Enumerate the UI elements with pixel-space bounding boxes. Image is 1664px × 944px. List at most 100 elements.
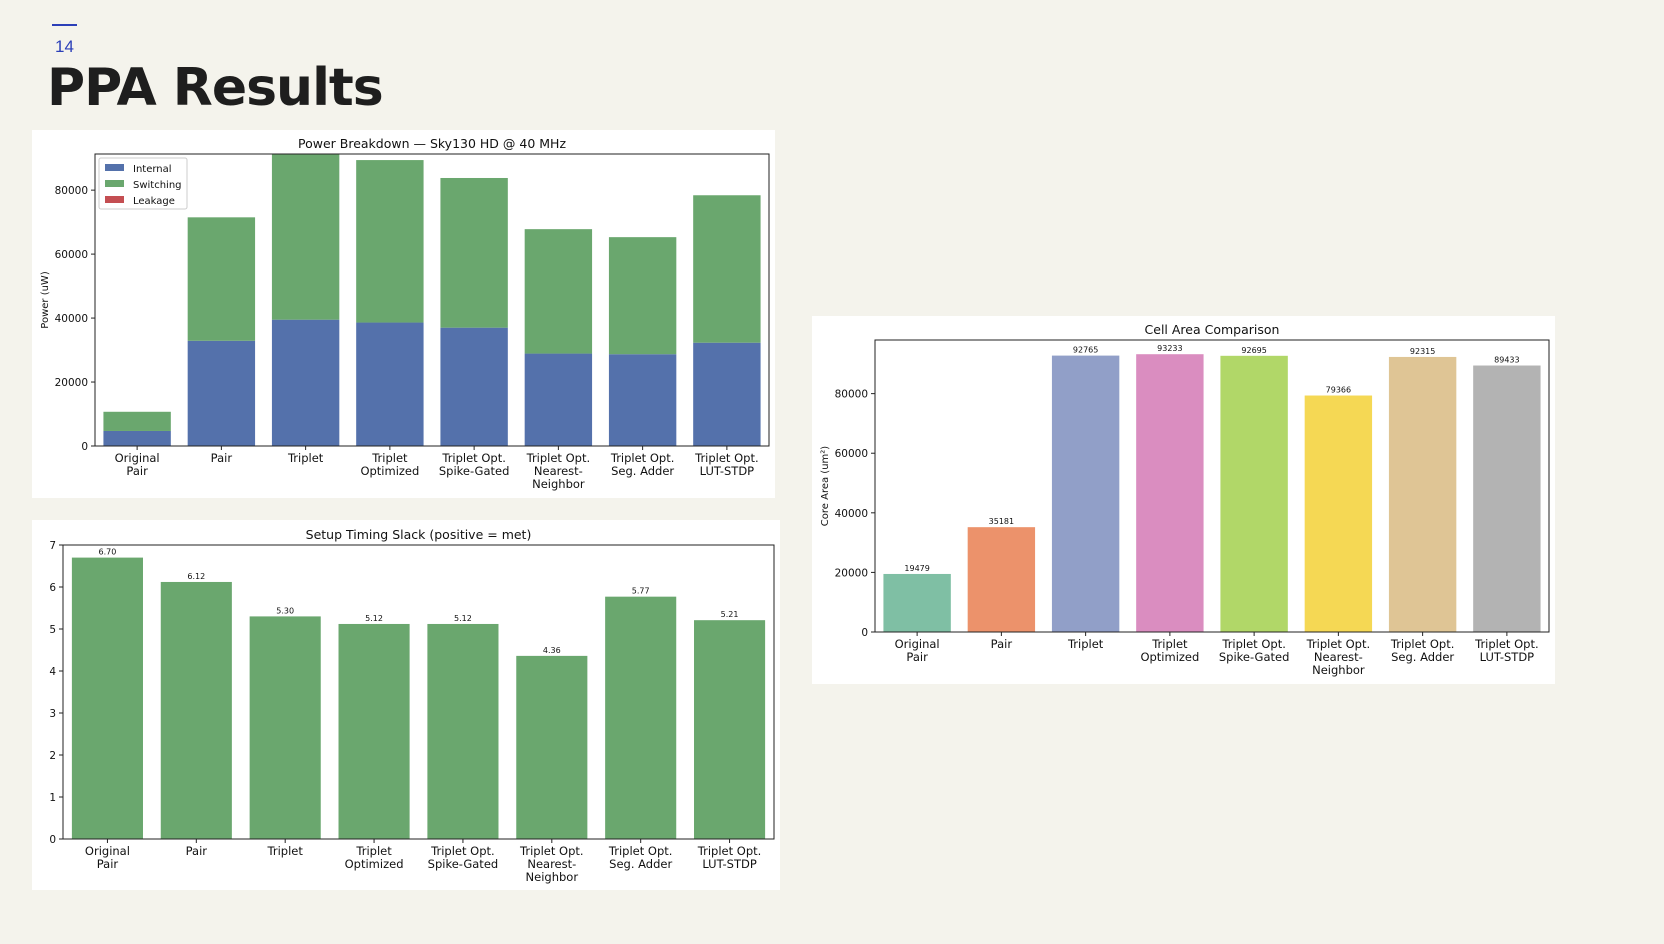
y-tick-label: 6 bbox=[49, 582, 56, 594]
y-tick-label: 0 bbox=[49, 834, 56, 846]
y-tick-label: 20000 bbox=[55, 377, 88, 389]
slide-number: 14 bbox=[55, 37, 74, 56]
chart-title: Power Breakdown — Sky130 HD @ 40 MHz bbox=[298, 136, 566, 151]
x-tick-label: Pair bbox=[186, 844, 208, 858]
data-label: 35181 bbox=[989, 517, 1014, 526]
bar bbox=[1388, 356, 1457, 632]
x-tick-label-line: Pair bbox=[186, 844, 208, 858]
legend-swatch bbox=[105, 196, 124, 203]
y-tick-label: 40000 bbox=[55, 313, 88, 325]
bars bbox=[103, 154, 761, 446]
x-tick-label-line: Spike-Gated bbox=[1219, 650, 1290, 664]
data-label: 5.77 bbox=[632, 587, 650, 596]
y-tick-label: 3 bbox=[49, 708, 56, 720]
x-tick-label-line: Neighbor bbox=[526, 870, 579, 884]
x-tick-label-line: Nearest- bbox=[534, 464, 583, 478]
x-tick-label-line: Triplet Opt. bbox=[1474, 637, 1539, 651]
data-label: 92765 bbox=[1073, 346, 1098, 355]
bar bbox=[338, 623, 410, 839]
bar bbox=[71, 557, 143, 839]
x-tick-label-line: Triplet Opt. bbox=[526, 451, 591, 465]
x-tick-label-line: Spike-Gated bbox=[439, 464, 510, 478]
x-tick-label-line: Triplet bbox=[1151, 637, 1188, 651]
bar-switching bbox=[103, 411, 171, 431]
chart-title: Setup Timing Slack (positive = met) bbox=[306, 527, 532, 542]
x-tick-label-line: LUT-STDP bbox=[1480, 650, 1535, 664]
x-tick-label: Original Pair bbox=[115, 451, 160, 478]
x-tick-label-line: Triplet Opt. bbox=[430, 844, 495, 858]
y-axis-label: Power (uW) bbox=[40, 271, 51, 329]
bar-internal bbox=[271, 319, 340, 446]
x-tick-label-line: Triplet Opt. bbox=[1306, 637, 1371, 651]
data-label: 89433 bbox=[1494, 356, 1519, 365]
x-tick-label-line: Triplet Opt. bbox=[1390, 637, 1455, 651]
chart-title: Cell Area Comparison bbox=[1145, 322, 1280, 337]
x-tick-label: Triplet Opt. Spike-Gated bbox=[1219, 637, 1290, 664]
y-tick-label: 0 bbox=[861, 627, 868, 639]
x-tick-label-line: Pair bbox=[991, 637, 1013, 651]
power-breakdown-chart: Power Breakdown — Sky130 HD @ 40 MHz Powe… bbox=[40, 136, 770, 491]
bar bbox=[694, 620, 766, 839]
bar-switching bbox=[693, 195, 761, 343]
x-tick-label: Triplet Opt. LUT-STDP bbox=[697, 844, 762, 871]
x-tick-label: Original Pair bbox=[895, 637, 940, 664]
y-tick-label: 20000 bbox=[835, 567, 868, 579]
x-tick-label: Triplet Optimized bbox=[360, 451, 419, 478]
x-tick-label-line: Neighbor bbox=[1312, 663, 1365, 677]
x-tick-label: Triplet bbox=[267, 844, 304, 858]
x-tick-label-line: Original bbox=[115, 451, 160, 465]
bar bbox=[249, 616, 321, 839]
bars bbox=[883, 354, 1541, 632]
x-tick-label-line: Seg. Adder bbox=[611, 464, 674, 478]
x-tick-label: Triplet Opt. LUT-STDP bbox=[1474, 637, 1539, 664]
x-tick-label-line: Triplet Opt. bbox=[441, 451, 506, 465]
legend-label: Leakage bbox=[133, 196, 175, 207]
bar-internal bbox=[524, 353, 593, 446]
x-tick-label: Triplet Opt. LUT-STDP bbox=[694, 451, 759, 478]
page-title: PPA Results bbox=[47, 58, 384, 118]
x-tick-label-line: LUT-STDP bbox=[702, 857, 757, 871]
x-tick-label: Triplet bbox=[287, 451, 324, 465]
legend: Internal Switching Leakage bbox=[98, 157, 188, 210]
x-tick-label: Triplet Opt. Seg. Adder bbox=[1390, 637, 1455, 664]
data-label: 19479 bbox=[904, 564, 929, 573]
bar bbox=[1136, 354, 1204, 632]
x-tick-label-line: Triplet bbox=[267, 844, 304, 858]
bar-internal bbox=[693, 342, 761, 446]
legend-swatch bbox=[105, 180, 124, 187]
bar bbox=[1051, 355, 1120, 632]
x-tick-label: Triplet Optimized bbox=[1140, 637, 1199, 664]
y-tick-label: 80000 bbox=[55, 185, 88, 197]
data-label: 5.30 bbox=[276, 606, 294, 615]
x-tick-label: Triplet Opt. Nearest-Neighbor bbox=[526, 451, 591, 491]
x-tick-label: Triplet Opt. Spike-Gated bbox=[439, 451, 510, 478]
bar bbox=[605, 596, 677, 839]
power-chart-panel: Power Breakdown — Sky130 HD @ 40 MHz Powe… bbox=[32, 130, 775, 498]
bar-switching bbox=[524, 229, 593, 354]
y-tick-label: 4 bbox=[49, 666, 56, 678]
x-tick-label: Triplet Opt. Nearest-Neighbor bbox=[519, 844, 584, 884]
bar-switching bbox=[608, 237, 677, 355]
x-tick-label-line: Nearest- bbox=[1314, 650, 1363, 664]
x-tick-label: Triplet Optimized bbox=[345, 844, 404, 871]
x-tick-label-line: Triplet Opt. bbox=[694, 451, 759, 465]
x-tick-label-line: LUT-STDP bbox=[700, 464, 755, 478]
bar bbox=[1473, 365, 1541, 632]
y-axis-label: Core Area (um²) bbox=[820, 446, 831, 527]
x-tick-label: Pair bbox=[211, 451, 233, 465]
data-label: 92315 bbox=[1410, 347, 1435, 356]
bar bbox=[967, 527, 1036, 632]
y-tick-label: 80000 bbox=[835, 389, 868, 401]
bar bbox=[1304, 395, 1373, 632]
bar bbox=[1220, 355, 1288, 632]
x-tick-label: Original Pair bbox=[85, 844, 130, 871]
x-tick-label-line: Optimized bbox=[345, 857, 404, 871]
axes-frame bbox=[94, 153, 770, 447]
x-tick-label: Triplet Opt. Nearest-Neighbor bbox=[1306, 637, 1371, 677]
bar-switching bbox=[440, 177, 508, 328]
y-tick-label: 5 bbox=[49, 624, 56, 636]
bar-switching bbox=[356, 160, 424, 323]
bar-internal bbox=[356, 322, 424, 446]
x-tick-label-line: Optimized bbox=[360, 464, 419, 478]
bar bbox=[516, 655, 588, 839]
